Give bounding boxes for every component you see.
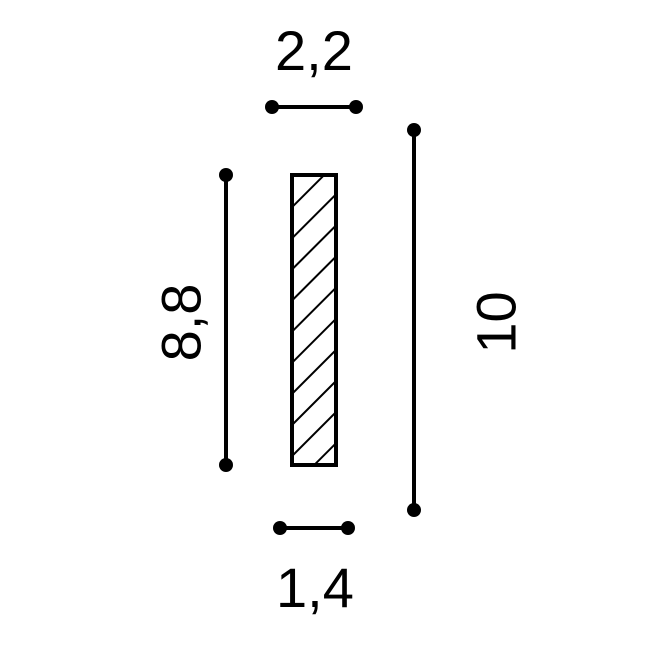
dimension-label-bottom: 1,4: [276, 555, 354, 620]
dimension-label-left: 8,8: [148, 284, 213, 362]
dimension-label-top: 2,2: [275, 18, 353, 83]
dimension-label-right: 10: [464, 291, 529, 353]
drawing-svg: [0, 0, 650, 650]
technical-drawing: 2,2 1,4 8,8 10: [0, 0, 650, 650]
